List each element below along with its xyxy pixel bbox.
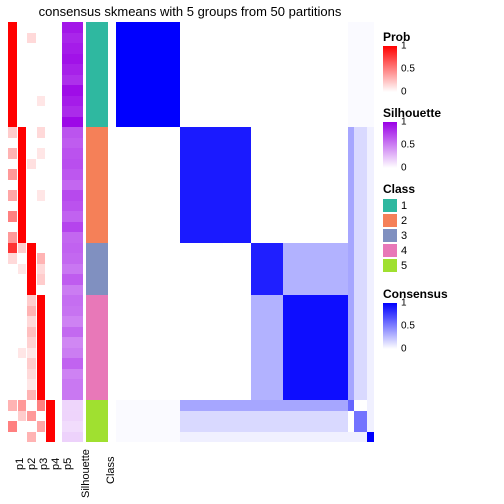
p2-col bbox=[18, 22, 27, 442]
silhouette-col bbox=[62, 22, 84, 442]
p3-col bbox=[27, 22, 36, 442]
p5-label: p5 bbox=[62, 458, 74, 470]
chart-title: consensus skmeans with 5 groups from 50 … bbox=[0, 4, 380, 19]
legends: Prob10.50Silhouette10.50Class12345Consen… bbox=[383, 30, 498, 363]
annotation-tracks bbox=[8, 22, 108, 442]
p4-label: p4 bbox=[50, 458, 62, 470]
p2-label: p2 bbox=[26, 458, 38, 470]
class-label: Class bbox=[105, 456, 117, 484]
p3-label: p3 bbox=[38, 458, 50, 470]
class-col bbox=[86, 22, 108, 442]
p4-col bbox=[37, 22, 46, 442]
p1-col bbox=[8, 22, 17, 442]
consensus-heatmap bbox=[116, 22, 374, 442]
p1-label: p1 bbox=[14, 458, 26, 470]
p5-col bbox=[46, 22, 55, 442]
silhouette-label: Silhouette bbox=[80, 449, 92, 498]
